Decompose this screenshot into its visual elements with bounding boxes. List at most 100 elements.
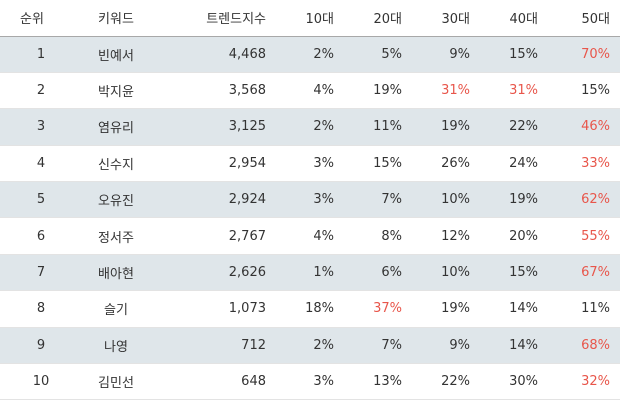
cell-age-10s: 4% [276, 217, 344, 255]
cell-age-20s: 7% [344, 181, 412, 219]
cell-age-30s: 31% [412, 72, 480, 110]
cell-rank: 5 [0, 181, 64, 219]
cell-age-40s: 14% [480, 290, 548, 328]
cell-trend-index: 3,125 [168, 108, 276, 146]
cell-age-50s: 15% [548, 72, 620, 110]
table-row: 10 김민선 648 3% 13% 22% 30% 32% [0, 363, 620, 400]
cell-trend-index: 4,468 [168, 36, 276, 73]
cell-keyword: 배아현 [64, 254, 168, 292]
cell-keyword: 오유진 [64, 181, 168, 219]
cell-age-10s: 2% [276, 327, 344, 365]
cell-age-50s: 32% [548, 363, 620, 400]
cell-rank: 8 [0, 290, 64, 328]
cell-age-50s: 62% [548, 181, 620, 219]
cell-keyword: 빈예서 [64, 36, 168, 73]
cell-age-10s: 18% [276, 290, 344, 328]
table-row: 6 정서주 2,767 4% 8% 12% 20% 55% [0, 217, 620, 255]
cell-trend-index: 648 [168, 363, 276, 400]
cell-rank: 10 [0, 363, 64, 400]
cell-age-10s: 4% [276, 72, 344, 110]
cell-age-40s: 30% [480, 363, 548, 400]
cell-age-50s: 46% [548, 108, 620, 146]
cell-age-20s: 37% [344, 290, 412, 328]
cell-age-30s: 9% [412, 327, 480, 365]
table-row: 1 빈예서 4,468 2% 5% 9% 15% 70% [0, 36, 620, 73]
cell-trend-index: 2,924 [168, 181, 276, 219]
cell-rank: 7 [0, 254, 64, 292]
table-row: 4 신수지 2,954 3% 15% 26% 24% 33% [0, 145, 620, 183]
cell-age-10s: 2% [276, 36, 344, 73]
cell-age-20s: 6% [344, 254, 412, 292]
header-row: 순위 키워드 트렌드지수 10대 20대 30대 40대 50대 [0, 0, 620, 37]
cell-trend-index: 712 [168, 327, 276, 365]
cell-age-50s: 11% [548, 290, 620, 328]
cell-age-30s: 10% [412, 181, 480, 219]
cell-age-10s: 3% [276, 363, 344, 400]
cell-age-10s: 2% [276, 108, 344, 146]
header-age-30s: 30대 [412, 0, 480, 37]
cell-age-40s: 14% [480, 327, 548, 365]
cell-rank: 9 [0, 327, 64, 365]
cell-keyword: 박지윤 [64, 72, 168, 110]
cell-age-30s: 19% [412, 290, 480, 328]
header-age-40s: 40대 [480, 0, 548, 37]
cell-age-20s: 13% [344, 363, 412, 400]
cell-age-40s: 15% [480, 254, 548, 292]
cell-age-40s: 24% [480, 145, 548, 183]
cell-age-40s: 19% [480, 181, 548, 219]
cell-rank: 4 [0, 145, 64, 183]
cell-age-50s: 55% [548, 217, 620, 255]
header-keyword: 키워드 [64, 0, 168, 37]
cell-age-50s: 70% [548, 36, 620, 73]
cell-age-30s: 12% [412, 217, 480, 255]
cell-rank: 6 [0, 217, 64, 255]
cell-age-10s: 3% [276, 145, 344, 183]
table-row: 3 염유리 3,125 2% 11% 19% 22% 46% [0, 108, 620, 146]
cell-age-30s: 9% [412, 36, 480, 73]
cell-trend-index: 2,626 [168, 254, 276, 292]
cell-age-20s: 19% [344, 72, 412, 110]
cell-age-40s: 31% [480, 72, 548, 110]
cell-age-50s: 67% [548, 254, 620, 292]
table-body: 1 빈예서 4,468 2% 5% 9% 15% 70% 2 박지윤 3,568 4% 19% 31% 31… [0, 36, 620, 400]
cell-age-10s: 3% [276, 181, 344, 219]
cell-rank: 3 [0, 108, 64, 146]
cell-age-30s: 10% [412, 254, 480, 292]
table-row: 2 박지윤 3,568 4% 19% 31% 31% 15% [0, 72, 620, 110]
cell-age-20s: 7% [344, 327, 412, 365]
cell-age-20s: 5% [344, 36, 412, 73]
table-row: 9 나영 712 2% 7% 9% 14% 68% [0, 327, 620, 365]
cell-age-20s: 11% [344, 108, 412, 146]
cell-age-40s: 15% [480, 36, 548, 73]
cell-keyword: 김민선 [64, 363, 168, 400]
cell-age-50s: 68% [548, 327, 620, 365]
table-row: 5 오유진 2,924 3% 7% 10% 19% 62% [0, 181, 620, 219]
cell-age-20s: 8% [344, 217, 412, 255]
cell-keyword: 염유리 [64, 108, 168, 146]
cell-age-50s: 33% [548, 145, 620, 183]
cell-age-40s: 22% [480, 108, 548, 146]
cell-age-40s: 20% [480, 217, 548, 255]
cell-age-30s: 19% [412, 108, 480, 146]
cell-keyword: 슬기 [64, 290, 168, 328]
cell-age-30s: 26% [412, 145, 480, 183]
cell-age-10s: 1% [276, 254, 344, 292]
cell-trend-index: 3,568 [168, 72, 276, 110]
header-age-20s: 20대 [344, 0, 412, 37]
cell-age-20s: 15% [344, 145, 412, 183]
cell-keyword: 나영 [64, 327, 168, 365]
table-row: 8 슬기 1,073 18% 37% 19% 14% 11% [0, 290, 620, 328]
cell-trend-index: 2,767 [168, 217, 276, 255]
header-rank: 순위 [0, 0, 64, 37]
header-trend-index: 트렌드지수 [168, 0, 276, 37]
header-age-50s: 50대 [548, 0, 620, 37]
cell-rank: 1 [0, 36, 64, 73]
cell-age-30s: 22% [412, 363, 480, 400]
cell-trend-index: 2,954 [168, 145, 276, 183]
table-row: 7 배아현 2,626 1% 6% 10% 15% 67% [0, 254, 620, 292]
cell-keyword: 정서주 [64, 217, 168, 255]
cell-trend-index: 1,073 [168, 290, 276, 328]
cell-keyword: 신수지 [64, 145, 168, 183]
cell-rank: 2 [0, 72, 64, 110]
